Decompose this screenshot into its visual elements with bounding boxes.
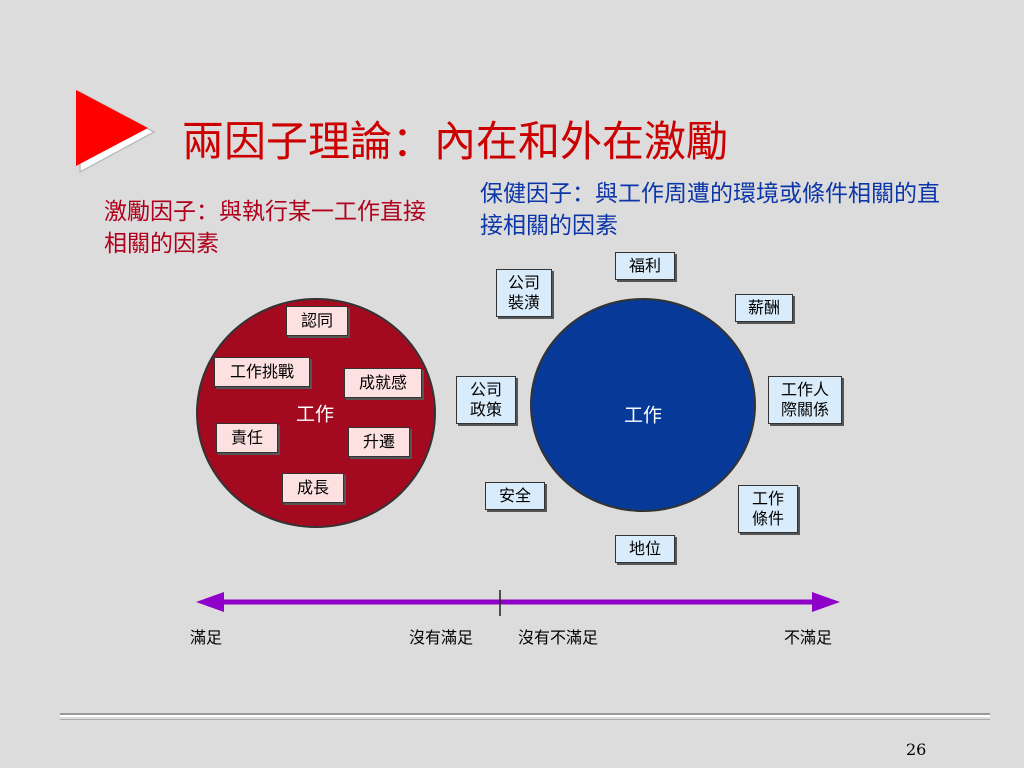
scale-label-satisfied: 滿足 [190,628,223,647]
footer-divider [60,713,990,717]
hygiene-caption: 保健因子：與工作周遭的環境或條件相關的直接相關的因素 [480,181,940,239]
factor-safety: 安全 [485,482,545,510]
hygiene-circle [530,298,756,512]
factor-company-policy: 公司 政策 [456,376,516,424]
page-title: 兩因子理論：內在和外在激勵 [182,117,729,166]
factor-growth: 成長 [282,473,344,503]
motivator-caption: 激勵因子：與執行某一工作直接相關的因素 [104,199,426,257]
factor-responsibility: 責任 [216,423,278,453]
scale-label-no-dissatisfaction: 沒有不滿足 [518,628,599,647]
factor-status: 地位 [615,535,675,563]
footer-divider-secondary [60,719,990,720]
hygiene-center-label: 工作 [623,404,663,427]
title-bullet-icon [76,90,156,174]
page-number: 26 [906,740,927,759]
factor-promotion: 升遷 [348,427,410,457]
factor-work-challenge: 工作挑戰 [214,357,310,387]
motivator-center-label: 工作 [295,403,335,426]
factor-salary: 薪酬 [735,294,793,322]
factor-office-decor: 公司 裝潢 [496,269,552,317]
scale-label-no-satisfaction: 沒有滿足 [409,628,474,647]
satisfaction-scale-arrow [196,590,840,616]
scale-label-dissatisfied: 不滿足 [784,628,833,647]
factor-recognition: 認同 [286,306,348,336]
factor-benefits: 福利 [615,252,675,280]
factor-interpersonal: 工作人 際關係 [768,376,842,424]
factor-work-conditions: 工作 條件 [738,485,798,533]
factor-achievement: 成就感 [344,368,422,398]
